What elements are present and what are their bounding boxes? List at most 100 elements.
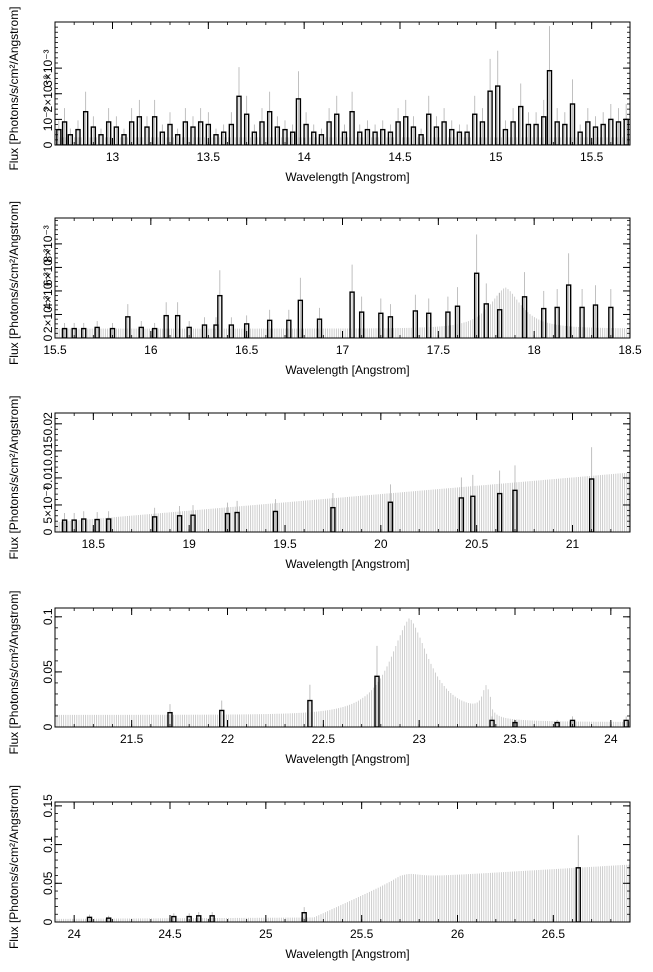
data-bin: [61, 121, 68, 145]
data-bin: [426, 113, 432, 145]
data-bin: [577, 131, 583, 145]
data-bin: [496, 492, 503, 532]
x-tick-label: 17.5: [427, 343, 451, 357]
x-tick-label: 18: [527, 343, 541, 357]
data-bin: [554, 121, 560, 145]
data-bin: [159, 131, 166, 145]
data-bin: [234, 511, 240, 532]
data-bin: [562, 123, 568, 145]
data-bin: [316, 318, 323, 338]
data-bin: [174, 314, 181, 338]
data-bin: [251, 131, 258, 145]
data-bin: [341, 131, 348, 145]
data-bin: [569, 103, 576, 145]
data-bin: [489, 719, 495, 727]
data-bin: [217, 294, 223, 338]
data-bin: [374, 675, 380, 727]
y-tick-label: 0: [41, 141, 55, 148]
y-tick-label: 0.05: [41, 871, 55, 895]
data-bin: [608, 118, 614, 145]
data-bin: [138, 326, 144, 338]
spectrum-panel-4: 21.5 22 22.5 23 23.5 24 0 0.05 0.1 Wavelength [An…: [7, 590, 631, 766]
x-tick-label: 25: [259, 927, 273, 941]
data-bin: [518, 105, 524, 145]
y-axis-label: Flux [Photons/s/cm²/Angstrom]: [7, 6, 21, 170]
data-bin: [426, 312, 432, 338]
data-bin: [228, 324, 235, 338]
data-bin: [128, 121, 135, 145]
data-bin: [533, 123, 539, 145]
x-tick-label: 21: [566, 537, 580, 551]
data-bin: [201, 324, 208, 338]
data-bin: [67, 134, 74, 145]
data-bin: [496, 309, 503, 338]
data-bin: [90, 126, 97, 145]
data-bin: [349, 291, 355, 338]
data-bin: [546, 69, 553, 145]
x-tick-label: 26: [451, 927, 465, 941]
y-tick-label: 6×10⁻³: [41, 249, 55, 286]
data-bin: [592, 126, 599, 145]
data-bin: [266, 110, 273, 145]
data-bin: [151, 516, 158, 532]
y-tick-label: 2×10⁻³: [41, 296, 55, 333]
data-bin: [615, 121, 622, 145]
data-bin: [569, 719, 576, 727]
data-bin: [213, 134, 219, 145]
data-bin: [163, 314, 169, 338]
data-bin: [243, 113, 250, 145]
x-tick-label: 22.5: [312, 732, 336, 746]
data-bin: [326, 121, 332, 145]
data-bin: [502, 128, 509, 145]
data-bin: [190, 126, 196, 145]
x-tick-label: 25.5: [350, 927, 374, 941]
data-bin: [512, 489, 518, 532]
y-axis-label: Flux [Photons/s/cm²/Angstrom]: [7, 395, 21, 559]
data-bin: [464, 131, 470, 145]
x-tick-label: 24: [67, 927, 81, 941]
data-bin: [592, 304, 599, 338]
y-tick-label: 5×10⁻³: [41, 486, 55, 523]
data-bin: [105, 518, 112, 532]
data-bin: [510, 121, 516, 145]
x-tick-label: 21.5: [120, 732, 144, 746]
y-tick-label: 0.1: [41, 836, 55, 853]
data-bin: [487, 90, 493, 145]
x-axis-label: Wavelength [Angstrom]: [285, 363, 409, 377]
data-bin: [82, 110, 89, 145]
data-bin: [272, 510, 279, 532]
data-bin: [243, 323, 250, 338]
data-bin: [174, 134, 181, 145]
data-bin: [483, 303, 489, 338]
data-bin: [372, 131, 378, 145]
x-tick-label: 23.5: [503, 732, 527, 746]
data-bins: [61, 447, 595, 532]
x-tick-label: 17: [336, 343, 350, 357]
data-bin: [144, 126, 150, 145]
data-bin: [182, 121, 189, 145]
data-bin: [94, 326, 100, 338]
data-bins: [61, 234, 614, 338]
y-tick-label: 0.1: [41, 608, 55, 625]
y-tick-label: 0.015: [41, 436, 55, 466]
data-bin: [113, 126, 120, 145]
spectrum-panel-5: 24 24.5 25 25.5 26 26.5 0 0.05 0.1 0.15 Wavelength…: [7, 785, 631, 961]
model-curve: [56, 472, 630, 532]
data-bin: [378, 312, 384, 338]
y-tick-label: 0.02: [41, 412, 55, 436]
x-tick-label: 23: [412, 732, 426, 746]
data-bin: [334, 113, 340, 145]
data-bin: [209, 915, 215, 922]
y-tick-label: 0: [41, 723, 55, 730]
y-axis-label: Flux [Photons/s/cm²/Angstrom]: [7, 201, 21, 365]
x-tick-label: 26.5: [542, 927, 566, 941]
data-bin: [105, 121, 112, 145]
data-bin: [554, 306, 560, 338]
x-tick-label: 18.5: [618, 343, 642, 357]
data-bin: [495, 85, 501, 145]
data-bin: [311, 131, 317, 145]
x-tick-label: 19.5: [273, 537, 297, 551]
data-bin: [349, 110, 355, 145]
